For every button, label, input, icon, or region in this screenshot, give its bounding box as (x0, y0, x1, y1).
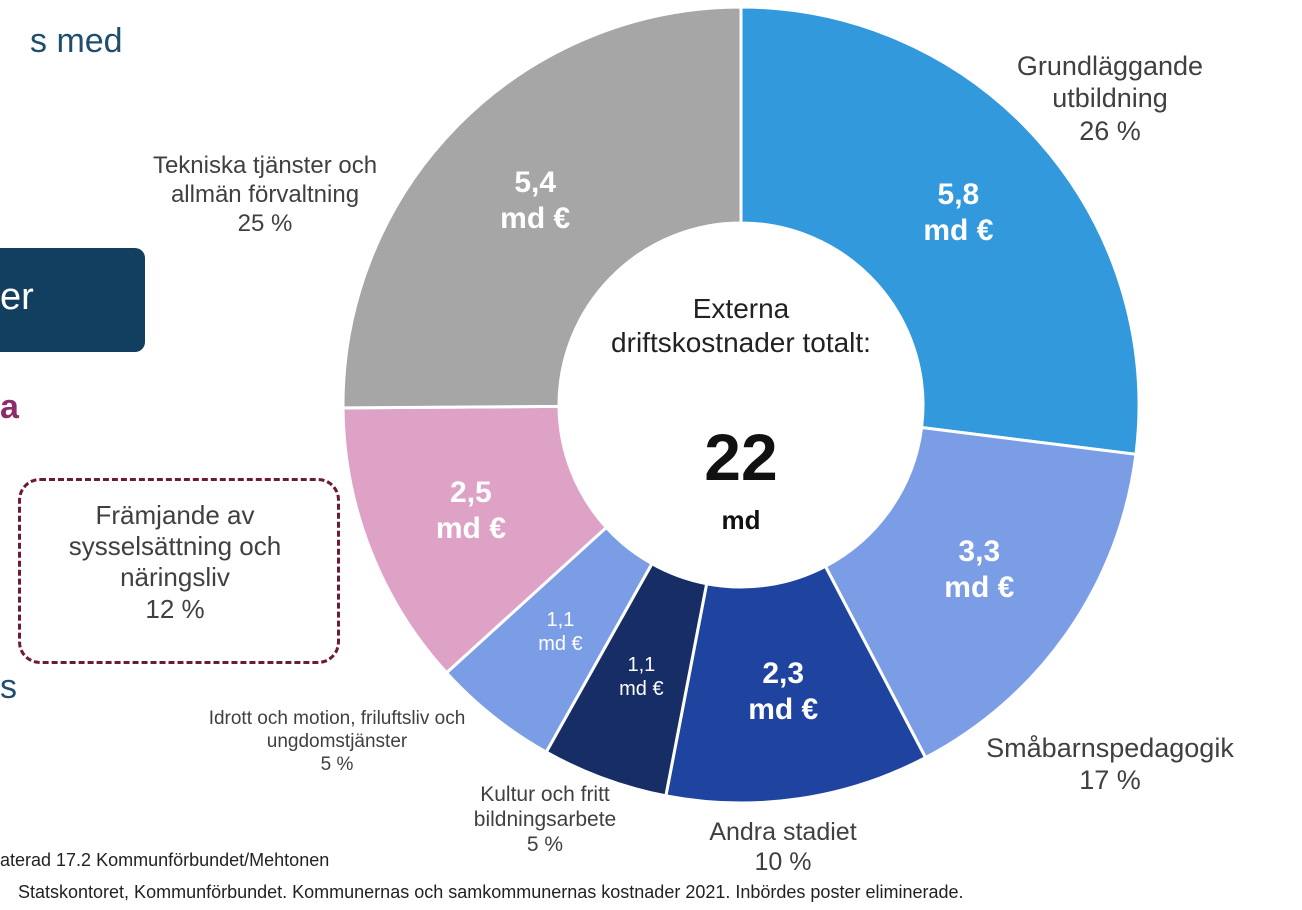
data-label-unit: md € (500, 201, 571, 235)
category-share: 10 % (754, 848, 812, 876)
data-label: 1,1 md € (619, 653, 663, 701)
category-share: 25 % (237, 209, 293, 237)
data-label-value: 5,4 (514, 165, 557, 199)
category-name: Tekniska tjänster och allmän förvaltning (152, 152, 378, 208)
data-label: 1,1 md € (538, 608, 582, 656)
category-label: Idrott och motion, friluftsliv och ungdo… (187, 708, 487, 776)
data-label-unit: md € (748, 692, 819, 726)
category-share: 5 % (320, 753, 354, 775)
data-label-value: 5,8 (937, 178, 980, 212)
data-label-value: 1,1 (627, 654, 656, 677)
slide-text: s (0, 668, 17, 706)
category-name: Grundläggande utbildning (1016, 51, 1204, 114)
data-label-value: 2,5 (450, 475, 492, 509)
data-label-unit: md € (619, 678, 664, 701)
category-name: Idrott och motion, friluftsliv och ungdo… (208, 708, 466, 752)
category-label: Andra stadiet 10 % (653, 817, 913, 877)
slide-box: er (0, 248, 145, 352)
data-label: 5,8 md € (923, 177, 993, 249)
center-total: 22 (704, 420, 778, 494)
data-label-value: 2,3 (762, 656, 805, 690)
category-share: 17 % (1079, 765, 1141, 796)
category-name: Främjande av sysselsättning och näringsl… (68, 500, 282, 593)
donut-segment (739, 5, 1141, 456)
category-share: 5 % (526, 833, 564, 857)
footnote: Statskontoret, Kommunförbundet. Kommuner… (18, 882, 964, 902)
data-label: 3,3 md € (944, 534, 1014, 606)
category-label: Småbarnspedagogik 17 % (930, 732, 1290, 797)
data-label-value: 1,1 (546, 608, 575, 631)
category-name: Andra stadiet (709, 818, 857, 846)
category-share: 12 % (145, 593, 205, 624)
data-label: 5,4 md € (500, 165, 570, 237)
data-label: 2,3 md € (748, 656, 818, 728)
slide-accent: a (0, 388, 19, 426)
footnote: aterad 17.2 Kommunförbundet/Mehtonen (0, 850, 330, 870)
category-label: Kultur och fritt bildningsarbete 5 % (450, 782, 640, 858)
data-label-unit: md € (435, 511, 506, 545)
center-unit: md (721, 505, 761, 535)
data-label-value: 3,3 (958, 535, 1001, 569)
category-share: 26 % (1079, 115, 1141, 146)
category-label: Tekniska tjänster och allmän förvaltning… (115, 152, 415, 238)
category-label: Främjande av sysselsättning och näringsl… (25, 500, 325, 625)
highlight-box (18, 478, 340, 664)
slide-box-text: er (0, 276, 34, 318)
slide-text: s med (30, 22, 123, 60)
data-label-unit: md € (538, 632, 583, 655)
center-label: Externa driftskostnader totalt: (611, 293, 871, 358)
donut-segment (341, 5, 743, 410)
donut-segment (341, 404, 609, 675)
donut-segment (823, 425, 1138, 760)
data-label-unit: md € (923, 214, 994, 248)
donut-segment (664, 564, 928, 805)
category-label: Grundläggande utbildning 26 % (985, 50, 1235, 147)
category-name: Kultur och fritt bildningsarbete (473, 783, 617, 832)
data-label-unit: md € (944, 571, 1015, 605)
category-name: Småbarnspedagogik (986, 733, 1234, 763)
data-label: 2,5 md € (436, 475, 506, 547)
